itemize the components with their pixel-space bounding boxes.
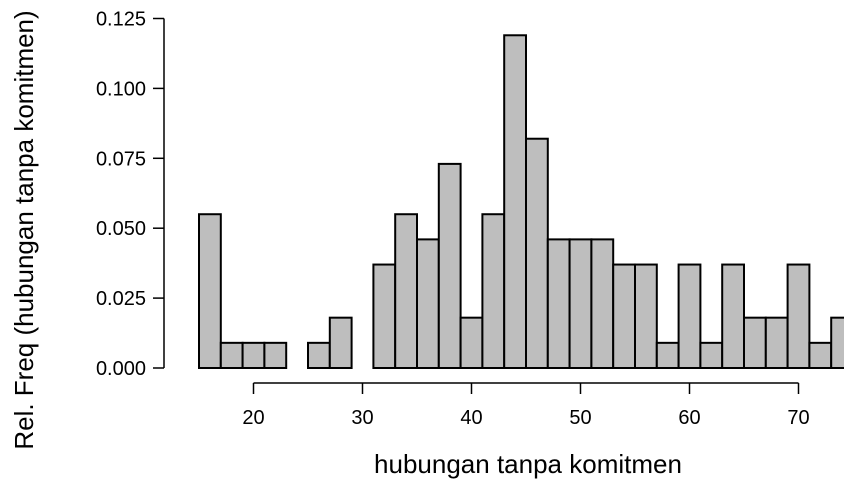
histogram-bar (263, 341, 288, 369)
y-tick-label: 0.050 (96, 218, 146, 240)
x-tick-label: 40 (460, 407, 482, 429)
x-axis: 20 30 40 50 60 70 (242, 382, 810, 429)
histogram-bar (372, 263, 397, 370)
y-tick-label: 0.000 (96, 358, 146, 380)
y-tick-label: 0.075 (96, 148, 146, 170)
x-tick-label: 50 (569, 407, 591, 429)
histogram-bar (241, 341, 266, 369)
bars-group (198, 34, 844, 370)
x-tick-label: 30 (351, 407, 373, 429)
histogram-bar (394, 213, 419, 369)
histogram-bar (634, 263, 658, 370)
histogram-bar (568, 238, 593, 369)
x-axis-title: hubungan tanpa komitmen (374, 449, 682, 479)
histogram-bar (437, 162, 462, 369)
histogram-bar (546, 238, 571, 369)
histogram-bar (590, 238, 615, 369)
y-axis: 0.000 0.025 0.050 0.075 0.100 0.125 (96, 9, 165, 380)
histogram-bar (612, 263, 637, 370)
x-tick-label: 70 (787, 407, 809, 429)
histogram-bar (525, 137, 549, 369)
x-tick-label: 60 (678, 407, 700, 429)
histogram-bar (786, 263, 811, 370)
histogram-bar (743, 316, 767, 369)
histogram-bar (307, 341, 331, 369)
histogram-bar (198, 213, 222, 369)
histogram-bar (328, 316, 353, 369)
histogram-bar (808, 341, 833, 369)
histogram-bar (677, 263, 702, 370)
y-tick-label: 0.125 (96, 9, 146, 31)
y-axis-title: Rel. Freq (hubungan tanpa komitmen) (9, 10, 39, 449)
histogram-bar (503, 34, 528, 369)
y-tick-label: 0.025 (96, 288, 146, 310)
histogram-bar (721, 263, 746, 370)
histogram-bar (416, 238, 440, 369)
y-tick-label: 0.100 (96, 78, 146, 100)
histogram-bar (699, 341, 724, 369)
histogram-bar (655, 341, 680, 369)
histogram-bar (219, 341, 244, 369)
x-tick-label: 20 (242, 407, 264, 429)
histogram-bar (830, 316, 844, 369)
histogram-bar (764, 316, 789, 369)
histogram-bar (459, 316, 484, 369)
histogram-bar (481, 213, 506, 369)
